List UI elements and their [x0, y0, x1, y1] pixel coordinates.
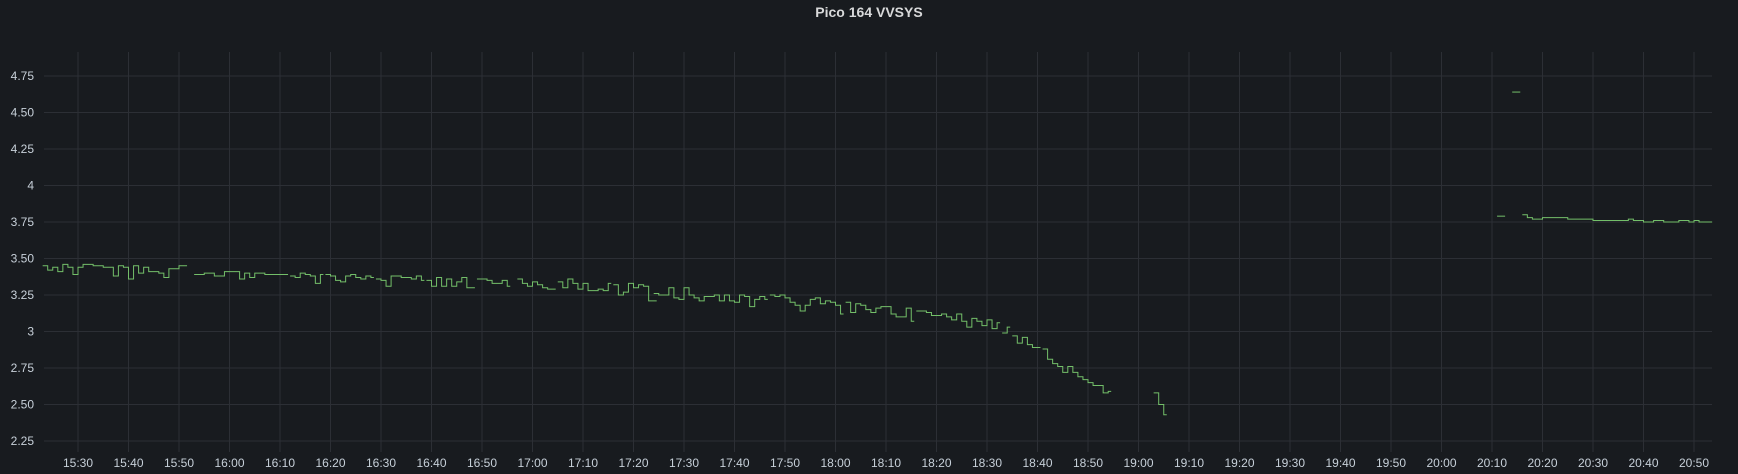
- x-tick-label: 20:00: [1426, 456, 1456, 470]
- x-tick-label: 17:50: [770, 456, 800, 470]
- series-line-segment: [1002, 326, 1011, 334]
- x-tick-label: 18:10: [871, 456, 901, 470]
- x-tick-label: 16:30: [366, 456, 396, 470]
- y-tick-label: 4.50: [11, 106, 35, 120]
- series-line-segment: [1153, 392, 1167, 416]
- x-tick-label: 19:40: [1325, 456, 1355, 470]
- x-tick-label: 17:10: [568, 456, 598, 470]
- x-tick-label: 20:20: [1527, 456, 1557, 470]
- y-tick-label: 3.25: [11, 288, 35, 302]
- x-tick-label: 17:40: [719, 456, 749, 470]
- series-line-segment: [42, 263, 188, 280]
- y-tick-label: 4: [27, 179, 34, 193]
- x-tick-label: 16:00: [214, 456, 244, 470]
- x-tick-label: 15:40: [113, 456, 143, 470]
- x-tick-label: 20:10: [1477, 456, 1507, 470]
- chart-title: Pico 164 VVSYS: [815, 4, 923, 20]
- y-tick-label: 3: [27, 325, 34, 339]
- series-line-segment: [1042, 348, 1112, 394]
- x-tick-label: 18:40: [1022, 456, 1052, 470]
- y-tick-label: 2.75: [11, 361, 35, 375]
- x-tick-label: 15:50: [164, 456, 194, 470]
- x-tick-label: 16:50: [467, 456, 497, 470]
- series-line-segment: [375, 275, 425, 287]
- x-tick-label: 17:00: [517, 456, 547, 470]
- x-tick-label: 19:20: [1224, 456, 1254, 470]
- series-line-segment: [476, 278, 511, 287]
- x-tick-label: 16:40: [416, 456, 446, 470]
- series-line-segment: [325, 274, 374, 283]
- series-line-segment: [517, 278, 556, 290]
- series-line-segment: [653, 287, 768, 308]
- y-tick-label: 3.50: [11, 252, 35, 266]
- x-tick-label: 20:50: [1679, 456, 1709, 470]
- series-line-segment: [769, 294, 844, 315]
- y-tick-label: 2.50: [11, 398, 35, 412]
- x-tick-label: 16:20: [315, 456, 345, 470]
- series-line-segment: [290, 272, 324, 284]
- series-line-segment: [426, 276, 475, 289]
- x-tick-label: 18:30: [972, 456, 1002, 470]
- x-tick-label: 17:20: [618, 456, 648, 470]
- x-tick-label: 20:30: [1578, 456, 1608, 470]
- x-tick-label: 15:30: [63, 456, 93, 470]
- series-line-segment: [613, 282, 657, 302]
- x-tick-label: 19:10: [1174, 456, 1204, 470]
- x-tick-label: 19:50: [1376, 456, 1406, 470]
- series-line-segment: [1012, 335, 1041, 349]
- x-tick-label: 18:50: [1073, 456, 1103, 470]
- y-tick-label: 4.25: [11, 142, 35, 156]
- y-tick-label: 4.75: [11, 69, 35, 83]
- x-tick-label: 19:00: [1123, 456, 1153, 470]
- x-tick-label: 17:30: [669, 456, 699, 470]
- y-tick-label: 3.75: [11, 215, 35, 229]
- series-line-segment: [916, 310, 1001, 330]
- series-line-segment: [194, 271, 289, 280]
- x-tick-label: 18:00: [820, 456, 850, 470]
- series-line-segment: [557, 278, 612, 292]
- y-tick-label: 2.25: [11, 434, 35, 448]
- series-line-segment: [845, 301, 915, 322]
- series-line-segment: [1522, 214, 1713, 223]
- x-tick-label: 18:20: [921, 456, 951, 470]
- x-tick-label: 20:40: [1628, 456, 1658, 470]
- x-tick-label: 19:30: [1275, 456, 1305, 470]
- x-tick-label: 16:10: [265, 456, 295, 470]
